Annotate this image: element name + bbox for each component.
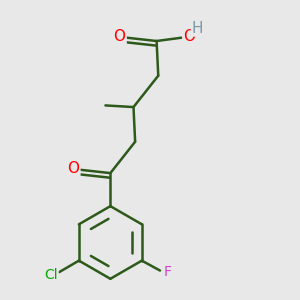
Text: F: F (163, 265, 171, 279)
Text: Cl: Cl (44, 268, 58, 282)
Text: H: H (191, 21, 203, 36)
Text: O: O (183, 28, 195, 44)
Text: O: O (68, 161, 80, 176)
Text: O: O (114, 28, 126, 44)
